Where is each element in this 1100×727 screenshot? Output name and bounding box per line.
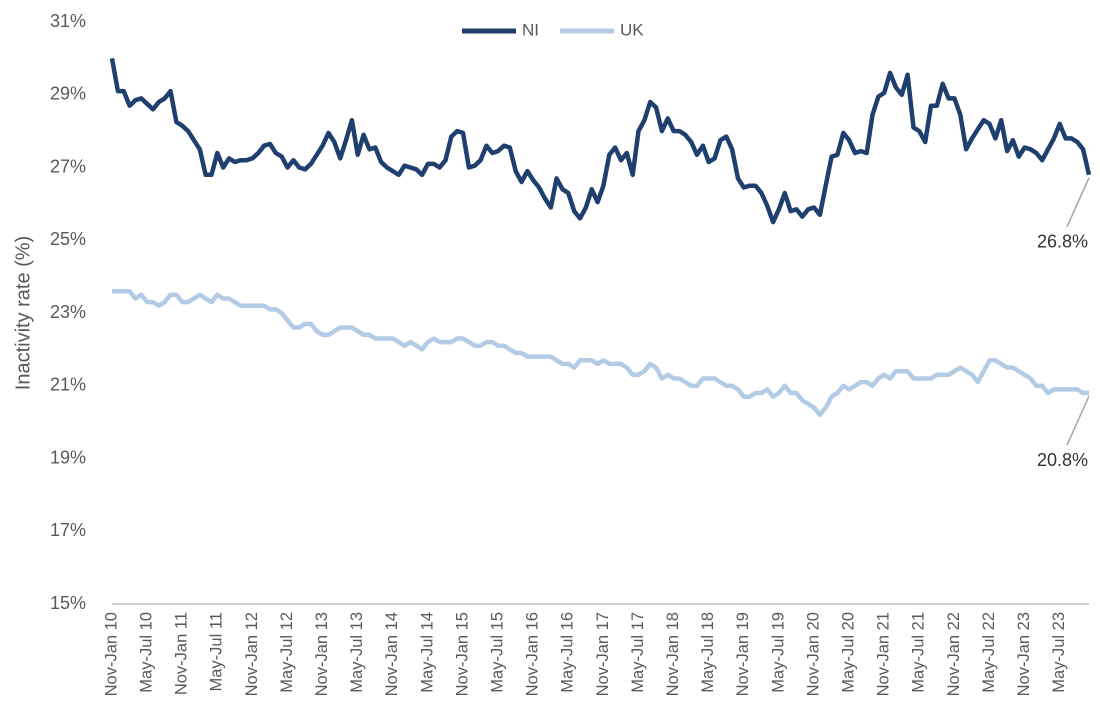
y-tick-label: 27%: [50, 156, 86, 176]
x-tick-label: May-Jul 22: [980, 612, 998, 693]
x-tick-label: May-Jul 17: [629, 612, 647, 693]
line-series: [109, 58, 1092, 225]
legend-label: NI: [522, 20, 539, 39]
line-series: [112, 288, 1089, 418]
y-tick-label: 17%: [50, 520, 86, 540]
y-tick-label: 29%: [50, 84, 86, 104]
x-tick-label: May-Jul 13: [348, 612, 366, 693]
x-tick-label: May-Jul 19: [769, 612, 787, 693]
x-tick-label: Nov-Jan 18: [664, 612, 682, 696]
y-tick-label: 21%: [50, 375, 86, 395]
x-tick-label: Nov-Jan 21: [875, 612, 893, 696]
y-tick-label: 23%: [50, 302, 86, 322]
x-tick-label: May-Jul 23: [1050, 612, 1068, 693]
x-tick-label: Nov-Jan 10: [102, 612, 120, 696]
x-tick-label: Nov-Jan 11: [173, 612, 191, 695]
x-tick-label: May-Jul 15: [488, 612, 506, 693]
legend-label: UK: [620, 20, 644, 39]
annotation: 26.8%: [1037, 232, 1088, 252]
y-tick-label: 15%: [50, 593, 86, 613]
x-tick-label: May-Jul 18: [699, 612, 717, 693]
annotation-leader: [1066, 395, 1090, 446]
x-tick-label: May-Jul 14: [418, 612, 436, 693]
x-tick-label: Nov-Jan 13: [313, 612, 331, 696]
x-tick-label: Nov-Jan 23: [1015, 612, 1033, 696]
x-tick-label: Nov-Jan 17: [594, 612, 612, 696]
x-tick-label: May-Jul 16: [559, 612, 577, 693]
y-tick-label: 31%: [50, 11, 86, 31]
x-tick-label: Nov-Jan 20: [804, 612, 822, 696]
annotation-leader: [1066, 177, 1090, 228]
x-tick-label: May-Jul 20: [839, 612, 857, 693]
x-tick-label: Nov-Jan 15: [453, 612, 471, 696]
x-tick-label: May-Jul 10: [137, 612, 155, 693]
x-tick-label: Nov-Jan 22: [945, 612, 963, 696]
annotation: 20.8%: [1037, 450, 1088, 470]
x-tick-label: Nov-Jan 14: [383, 612, 401, 696]
x-tick-label: May-Jul 12: [278, 612, 296, 693]
x-tick-label: May-Jul 21: [910, 612, 928, 693]
x-tick-label: Nov-Jan 12: [243, 612, 261, 696]
x-tick-label: May-Jul 11: [208, 612, 226, 691]
y-axis-title: Inactivity rate (%): [12, 236, 34, 390]
x-tick-label: Nov-Jan 16: [524, 612, 542, 696]
y-tick-label: 19%: [50, 447, 86, 467]
x-tick-label: Nov-Jan 19: [734, 612, 752, 696]
y-tick-label: 25%: [50, 229, 86, 249]
